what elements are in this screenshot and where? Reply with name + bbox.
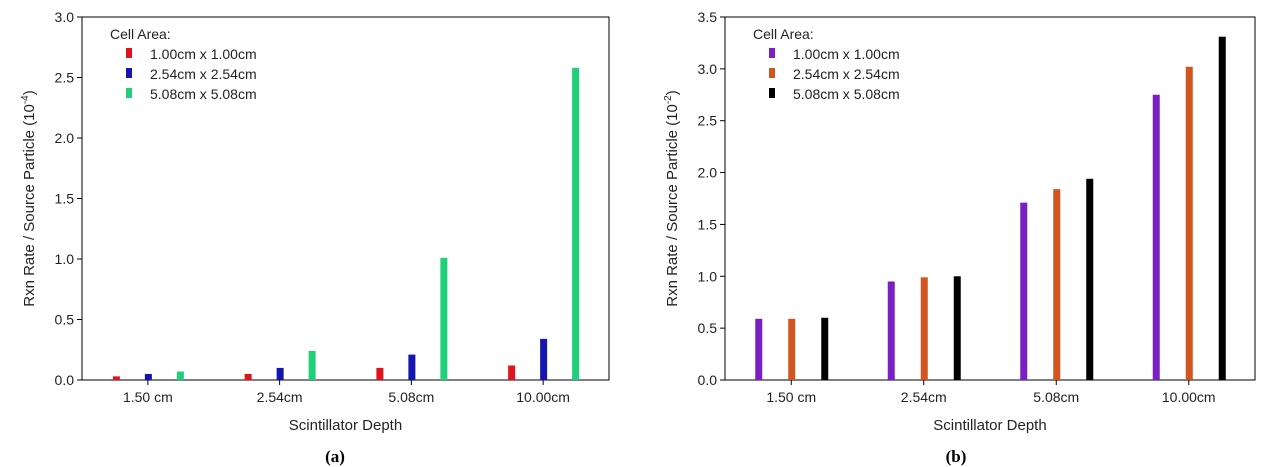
y-axis-title: Rxn Rate / Source Particle (10-2) (663, 90, 681, 307)
bar-1-4 (508, 365, 516, 380)
bar-2-1 (788, 318, 796, 380)
x-axis-title: Scintillator Depth (289, 417, 402, 434)
bar-2-4 (540, 338, 548, 380)
legend-label-2: 2.54cm x 2.54cm (150, 66, 257, 82)
y-tick-label: 0.0 (55, 372, 75, 388)
bar-1-2 (244, 373, 252, 380)
y-axis-title: Rxn Rate / Source Particle (10-4) (20, 90, 38, 307)
bar-1-1 (112, 376, 120, 380)
y-axis-title-exponent: -2 (663, 95, 674, 104)
y-tick-label: 2.0 (55, 130, 75, 146)
y-tick-label: 1.5 (55, 191, 75, 207)
chart-panel-b: 0.0 0.5 1.0 1.5 2.0 2.5 3.0 3.5 1.50 cm 2.54cm 5.0… (663, 9, 1256, 466)
bar-3-4 (572, 67, 580, 380)
y-tick-label: 3.5 (698, 9, 718, 25)
bar-1-3 (1020, 202, 1028, 380)
panel-label: (a) (325, 447, 345, 466)
y-axis-title-close: ) (21, 90, 38, 95)
legend-swatch-2 (126, 68, 132, 78)
chart-panel-a: 0.0 0.5 1.0 1.5 2.0 2.5 3.0 1.50 cm 2.54cm 5.08cm… (20, 9, 610, 466)
legend-label-1: 1.00cm x 1.00cm (793, 46, 900, 62)
y-tick-label: 0.5 (55, 312, 75, 328)
bar-2-1 (144, 373, 152, 380)
bar-3-1 (821, 317, 829, 380)
bar-2-3 (1053, 189, 1061, 380)
y-tick-label: 3.0 (55, 9, 75, 25)
y-tick-label: 2.5 (698, 113, 718, 129)
legend-swatch-1 (126, 48, 132, 58)
bar-3-2 (953, 276, 961, 380)
x-tick-label: 5.08cm (1033, 389, 1079, 405)
legend-swatch-3 (126, 88, 132, 98)
y-tick-label: 1.0 (55, 251, 75, 267)
legend-swatch-3 (769, 88, 775, 98)
legend-label-1: 1.00cm x 1.00cm (150, 46, 257, 62)
y-tick-label: 1.5 (698, 216, 718, 232)
legend: Cell Area: 1.00cm x 1.00cm 2.54cm x 2.54cm… (110, 26, 257, 102)
bar-2-4 (1185, 66, 1193, 380)
bar-2-3 (408, 354, 416, 380)
y-axis-title-main: Rxn Rate / Source Particle (10 (21, 104, 38, 307)
x-tick-label: 1.50 cm (123, 389, 173, 405)
bar-1-4 (1152, 94, 1160, 381)
legend-title: Cell Area: (110, 26, 171, 42)
y-axis-title-exponent: -4 (20, 95, 31, 104)
bar-3-4 (1218, 36, 1226, 380)
legend: Cell Area: 1.00cm x 1.00cm 2.54cm x 2.54cm… (753, 26, 900, 102)
bar-3-3 (440, 257, 448, 380)
x-tick-label: 5.08cm (388, 389, 434, 405)
bar-3-1 (176, 371, 184, 380)
y-tick-label: 0.5 (698, 320, 718, 336)
plot-frame (724, 16, 1256, 381)
bar-3-2 (308, 350, 316, 380)
x-tick-label: 2.54cm (901, 389, 947, 405)
legend-label-3: 5.08cm x 5.08cm (150, 86, 257, 102)
legend-label-3: 5.08cm x 5.08cm (793, 86, 900, 102)
y-tick-label: 2.5 (55, 70, 75, 86)
legend-swatch-1 (769, 48, 775, 58)
bar-3-3 (1086, 178, 1094, 380)
y-tick-label: 0.0 (698, 372, 718, 388)
legend-title: Cell Area: (753, 26, 814, 42)
y-tick-label: 2.0 (698, 165, 718, 181)
y-axis-title-main: Rxn Rate / Source Particle (10 (664, 104, 681, 307)
bar-2-2 (920, 277, 928, 380)
bar-1-3 (376, 367, 384, 380)
bar-1-2 (887, 281, 895, 380)
x-tick-label: 2.54cm (257, 389, 303, 405)
panel-label: (b) (946, 447, 967, 466)
bar-1-1 (755, 318, 763, 380)
y-axis-title-close: ) (664, 90, 681, 95)
x-tick-label: 10.00cm (1162, 389, 1216, 405)
x-axis-title: Scintillator Depth (933, 417, 1046, 434)
legend-swatch-2 (769, 68, 775, 78)
y-tick-label: 3.0 (698, 61, 718, 77)
y-tick-label: 1.0 (698, 268, 718, 284)
bar-2-2 (276, 367, 284, 380)
x-tick-label: 1.50 cm (766, 389, 816, 405)
x-tick-label: 10.00cm (516, 389, 570, 405)
legend-label-2: 2.54cm x 2.54cm (793, 66, 900, 82)
